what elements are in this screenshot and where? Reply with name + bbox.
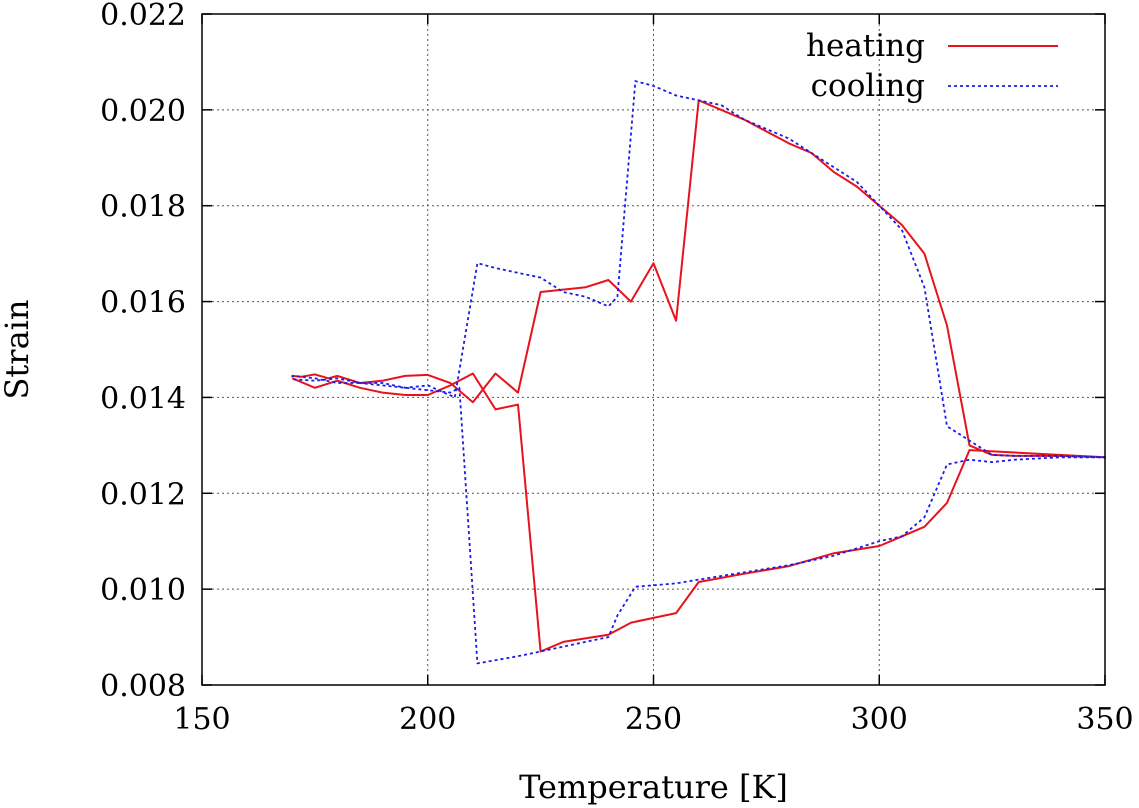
series-lines [291,80,1106,665]
y-tick-label: 0.008 [100,669,186,704]
x-axis-label: Temperature [K] [519,768,788,806]
tick-labels: 150 200 250 300 350 0.008 0.010 0.012 0.014 0.016… [100,0,1134,737]
legend: heating cooling [806,28,1058,104]
y-tick-label: 0.014 [100,381,186,416]
axis-ticks [201,13,1106,686]
x-tick-label: 200 [399,702,456,737]
x-tick-label: 250 [625,702,682,737]
y-tick-label: 0.022 [100,0,186,33]
series-line-cooling [291,80,1106,665]
grid-lines [202,14,1105,685]
x-tick-label: 350 [1076,702,1133,737]
y-tick-label: 0.010 [100,573,186,608]
x-tick-label: 300 [851,702,908,737]
legend-label-heating: heating [806,28,925,64]
legend-label-cooling: cooling [811,68,925,104]
y-tick-label: 0.018 [100,190,186,225]
y-tick-label: 0.016 [100,286,186,321]
series-line-heating [291,99,1106,653]
x-tick-label: 150 [173,702,230,737]
y-axis-label: Strain [0,300,36,400]
y-tick-label: 0.020 [100,94,186,129]
y-tick-label: 0.012 [100,477,186,512]
